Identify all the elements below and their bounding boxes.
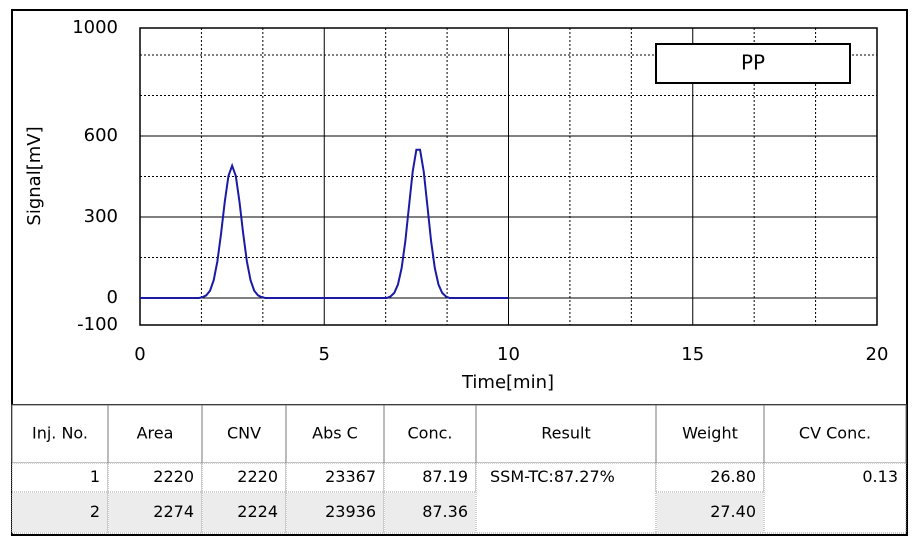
x-axis-title: Time[min] <box>461 372 554 393</box>
signal-line <box>140 148 509 299</box>
y-tick-label: 1000 <box>72 17 118 38</box>
cell-shade <box>203 493 285 532</box>
cell-text: 2220 <box>237 467 278 486</box>
y-tick-label: -100 <box>77 314 118 335</box>
cell-text: 87.19 <box>422 467 468 486</box>
x-tick-label: 15 <box>681 344 704 365</box>
x-tick-label: 20 <box>866 344 889 365</box>
y-axis-title: Signal[mV] <box>24 126 45 225</box>
y-tick-label: 600 <box>84 125 118 146</box>
cell-shade <box>13 493 107 532</box>
cell-text: 2220 <box>153 467 194 486</box>
header-label: Abs C <box>312 424 358 443</box>
cell-shade <box>287 493 383 532</box>
cell-text: 23367 <box>325 467 376 486</box>
header-cell <box>11 404 109 464</box>
cell-text: 2224 <box>237 502 278 521</box>
cell-shade <box>657 493 763 532</box>
header-label: CNV <box>227 424 261 443</box>
cell-text: 26.80 <box>710 467 756 486</box>
header-label: Inj. No. <box>32 424 88 443</box>
cell <box>107 462 203 493</box>
cell <box>383 462 477 493</box>
cell <box>285 462 385 493</box>
cell-text: 1 <box>90 467 100 486</box>
header-cell <box>763 404 907 464</box>
header-label: Conc. <box>408 424 453 443</box>
header-cell <box>475 404 657 464</box>
cell <box>763 462 907 534</box>
cell <box>475 462 657 534</box>
header-cell <box>107 404 203 464</box>
cell-shade <box>109 493 201 532</box>
x-tick-label: 5 <box>319 344 330 365</box>
plot-frame <box>139 27 878 326</box>
cell-text: 2274 <box>153 502 194 521</box>
legend-box <box>655 43 851 84</box>
cell <box>11 462 109 493</box>
y-tick-label: 300 <box>84 206 118 227</box>
header-label: CV Conc. <box>799 424 871 443</box>
cell-text: 0.13 <box>862 467 898 486</box>
cell-shade <box>385 493 475 532</box>
header-label: Weight <box>682 424 738 443</box>
cell-text: 23936 <box>325 502 376 521</box>
legend-label: PP <box>741 51 765 75</box>
x-tick-label: 0 <box>134 344 145 365</box>
cell-text: 87.36 <box>422 502 468 521</box>
cell-text: SSM-TC:87.27% <box>490 467 615 486</box>
cell-text: 2 <box>90 502 100 521</box>
header-label: Area <box>137 424 174 443</box>
y-tick-label: 0 <box>107 287 118 308</box>
cell-text: 27.40 <box>710 502 756 521</box>
header-label: Result <box>541 424 590 443</box>
header-cell <box>285 404 385 464</box>
x-tick-label: 10 <box>497 344 520 365</box>
